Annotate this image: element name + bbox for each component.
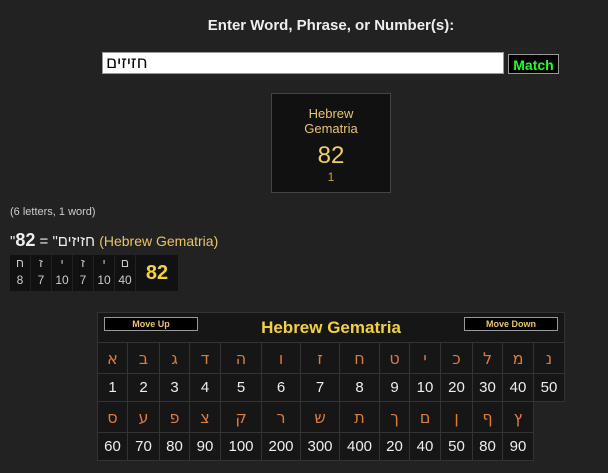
letter-cell: ך: [379, 401, 410, 433]
value-cell: 10: [409, 373, 441, 402]
letter-word-count: (6 letters, 1 word): [10, 206, 96, 218]
breakdown-letter: י: [60, 256, 64, 270]
breakdown-letter: י: [102, 256, 106, 270]
letter-cell: ת: [339, 401, 380, 433]
table-title: Hebrew Gematria: [261, 317, 401, 337]
breakdown-letter: ז: [81, 256, 85, 270]
letter-cell: ץ: [502, 401, 534, 433]
value-cell: 200: [261, 432, 301, 461]
letter-cell: ו: [261, 342, 301, 374]
result-summary: "חזיזים" = 82 (Hebrew Gematria): [10, 230, 218, 251]
value-cell: 70: [127, 432, 160, 461]
breakdown-value: 10: [55, 273, 69, 287]
value-cell: 3: [159, 373, 190, 402]
letter-cell: י: [409, 342, 441, 374]
breakdown-value: 40: [118, 273, 132, 287]
letter-cell: ס: [97, 401, 128, 433]
letter-cell: ט: [379, 342, 410, 374]
equals: =: [39, 233, 49, 250]
prompt-label: Enter Word, Phrase, or Number(s):: [207, 17, 455, 34]
breakdown-value: 10: [97, 273, 111, 287]
breakdown-total: 82: [145, 262, 169, 284]
value-cell: 1: [97, 373, 128, 402]
cipher-result-card[interactable]: Hebrew Gematria 82 1: [271, 93, 391, 193]
breakdown-value: 7: [79, 273, 87, 287]
breakdown-cell: י 10: [52, 255, 73, 291]
summary-value: 82: [15, 230, 36, 250]
breakdown-cell: י 10: [94, 255, 115, 291]
value-cell: 90: [189, 432, 221, 461]
value-cell: 6: [261, 373, 301, 402]
value-cell: 400: [339, 432, 380, 461]
letter-cell: ר: [261, 401, 301, 433]
value-cell: 2: [127, 373, 160, 402]
letter-cell: א: [97, 342, 128, 374]
empty-cell: [533, 432, 565, 461]
letter-cell: ג: [159, 342, 190, 374]
letter-cell: ה: [220, 342, 262, 374]
letter-cell: ק: [220, 401, 262, 433]
letter-cell: ן: [440, 401, 473, 433]
value-cell: 9: [379, 373, 410, 402]
letter-cell: צ: [189, 401, 221, 433]
value-cell: 20: [379, 432, 410, 461]
letter-cell: ז: [300, 342, 340, 374]
table-header: Move Up Hebrew Gematria Move Down: [97, 312, 565, 343]
letter-cell: ש: [300, 401, 340, 433]
value-cell: 8: [339, 373, 380, 402]
breakdown-letter: ם: [120, 256, 130, 270]
letter-cell: ב: [127, 342, 160, 374]
move-down-button[interactable]: Move Down: [464, 317, 558, 331]
letter-cell: מ: [502, 342, 534, 374]
letter-cell: פ: [159, 401, 190, 433]
value-cell: 5: [220, 373, 262, 402]
letter-cell: ם: [409, 401, 441, 433]
card-value: 82: [317, 142, 345, 169]
value-cell: 7: [300, 373, 340, 402]
value-cell: 30: [472, 373, 503, 402]
breakdown-value: 8: [16, 273, 24, 287]
breakdown-cell: ם 40: [115, 255, 136, 291]
letter-cell: ד: [189, 342, 221, 374]
card-count: 1: [327, 170, 335, 184]
value-cell: 50: [440, 432, 473, 461]
letter-cell: ף: [472, 401, 503, 433]
search-input[interactable]: [102, 52, 504, 74]
value-cell: 40: [409, 432, 441, 461]
match-button[interactable]: Match: [508, 54, 559, 74]
letter-cell: נ: [533, 342, 565, 374]
summary-cipher: (Hebrew Gematria): [99, 233, 219, 249]
value-cell: 4: [189, 373, 221, 402]
letter-cell: כ: [440, 342, 473, 374]
value-cell: 80: [159, 432, 190, 461]
value-cell: 100: [220, 432, 262, 461]
letter-cell: ע: [127, 401, 160, 433]
phrase: "חזיזים": [10, 233, 96, 250]
breakdown-letter: ז: [39, 256, 43, 270]
letter-breakdown: ח 8 ז 7 י 10 ז 7 י 10 ם 40 82: [10, 255, 178, 291]
breakdown-value: 7: [37, 273, 45, 287]
move-up-button[interactable]: Move Up: [104, 317, 198, 331]
value-cell: 80: [472, 432, 503, 461]
value-cell: 300: [300, 432, 340, 461]
empty-cell: [533, 401, 565, 433]
letter-cell: ח: [339, 342, 380, 374]
value-cell: 20: [440, 373, 473, 402]
letter-cell: ל: [472, 342, 503, 374]
value-cell: 60: [97, 432, 128, 461]
card-cipher-name: Hebrew Gematria: [304, 106, 358, 136]
value-cell: 50: [533, 373, 565, 402]
value-cell: 40: [502, 373, 534, 402]
breakdown-letter: ח: [16, 256, 24, 270]
value-cell: 90: [502, 432, 534, 461]
